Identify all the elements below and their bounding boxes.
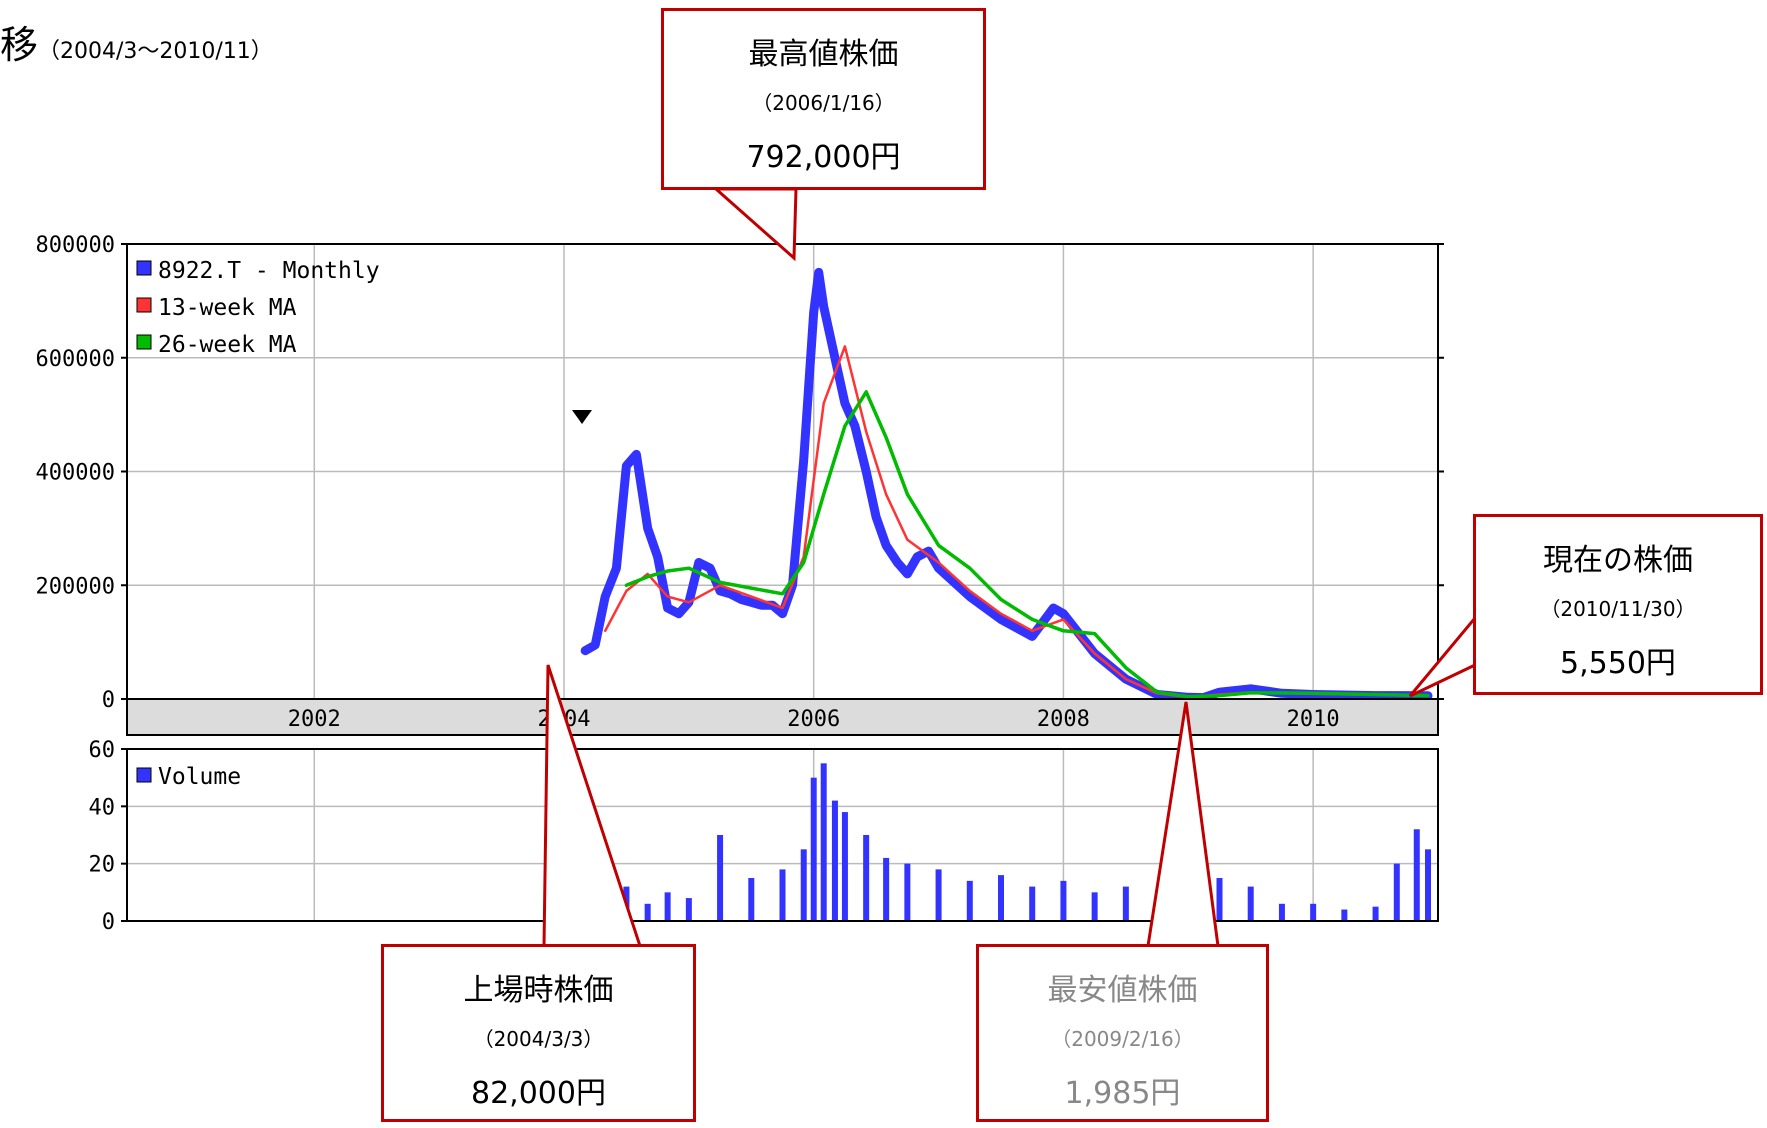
callout-price: 1,985円: [1064, 1076, 1181, 1111]
legend-swatch-volume: [136, 767, 152, 783]
callout-date: （2006/1/16）: [752, 91, 895, 115]
volume-series: [582, 763, 1432, 921]
x-tick-label: 2006: [787, 707, 840, 732]
volume-bar: [1372, 906, 1379, 921]
volume-y-tick-label: 20: [89, 853, 116, 878]
callout-price: 5,550円: [1560, 646, 1676, 681]
volume-bar: [644, 903, 651, 921]
x-axis-band: [126, 698, 1439, 736]
x-tick-label: 2010: [1287, 707, 1340, 732]
callout-current-price: 現在の株価 （2010/11/30） 5,550円: [1473, 514, 1763, 695]
volume-bar: [1091, 892, 1098, 921]
volume-bar: [883, 857, 890, 921]
volume-bar: [1413, 829, 1420, 921]
volume-bar: [1310, 903, 1317, 921]
volume-bar: [831, 800, 838, 921]
volume-y-tick-label: 60: [89, 738, 116, 763]
price-y-tick-label: 400000: [36, 461, 115, 486]
price-y-tick-label: 800000: [36, 233, 115, 258]
header-title-fragment: 移: [0, 23, 39, 67]
volume-bar: [779, 869, 786, 921]
callout-pointers: [542, 187, 1477, 948]
price-y-tick-label: 200000: [36, 574, 115, 599]
volume-bar: [748, 878, 755, 921]
volume-bar: [685, 898, 692, 921]
legend-swatch: [136, 297, 152, 313]
volume-bar: [810, 777, 817, 921]
callout-price: 82,000円: [471, 1076, 606, 1111]
callout-title: 最安値株価: [1047, 973, 1198, 1008]
volume-bar: [717, 835, 724, 921]
volume-bar: [1341, 909, 1348, 921]
callout-date: （2010/11/30）: [1540, 597, 1696, 621]
legend-label: 26-week MA: [158, 332, 297, 358]
callout-title: 現在の株価: [1543, 543, 1693, 578]
volume-bar: [800, 849, 807, 921]
volume-bar: [966, 880, 973, 921]
callout-date: （2004/3/3）: [473, 1027, 604, 1051]
callout-ipo-price: 上場時株価 （2004/3/3） 82,000円: [381, 944, 696, 1122]
callout-title: 上場時株価: [463, 973, 614, 1008]
volume-bar: [935, 869, 942, 921]
volume-plot-frame: [126, 748, 1439, 922]
volume-bar: [1060, 880, 1067, 921]
header-period: （2004/3～2010/11）: [38, 39, 273, 64]
volume-bar: [1122, 886, 1129, 921]
callout-title: 最高値株価: [748, 37, 899, 72]
price-grid: [127, 243, 1438, 700]
volume-bar: [841, 812, 848, 921]
volume-bar: [1393, 863, 1400, 921]
callout-lowest-price: 最安値株価 （2009/2/16） 1,985円: [976, 944, 1269, 1122]
price-y-tick-label: 0: [102, 688, 115, 713]
x-tick-label: 2008: [1037, 707, 1090, 732]
legend-swatch: [136, 260, 152, 276]
legend-label: 8922.T - Monthly: [158, 258, 380, 284]
pointer-low: [1146, 701, 1220, 948]
volume-y-tick-label: 40: [89, 795, 116, 820]
volume-bar: [863, 835, 870, 921]
volume-bar: [1216, 878, 1223, 921]
volume-bar: [1425, 849, 1432, 921]
ma26-line: [624, 390, 1430, 699]
volume-bar: [1278, 903, 1285, 921]
callout-price: 792,000円: [746, 140, 901, 175]
legend-label: 13-week MA: [158, 295, 297, 321]
callout-highest-price: 最高値株価 （2006/1/16） 792,000円: [661, 8, 986, 190]
legend-swatch: [136, 334, 152, 350]
legend-label-volume: Volume: [158, 764, 241, 790]
chart-header: 移（2004/3～2010/11）: [0, 14, 273, 69]
price-y-tick-label: 600000: [36, 347, 115, 372]
volume-bar: [1029, 886, 1036, 921]
callout-date: （2009/2/16）: [1051, 1027, 1194, 1051]
legend: 8922.T - Monthly 13-week MA 26-week MA Volu…: [136, 258, 380, 790]
price-series: [572, 267, 1433, 703]
volume-y-tick-label: 0: [102, 910, 115, 935]
price-axes: 0200000400000600000800000200220042006200…: [36, 233, 1444, 736]
volume-bar: [664, 892, 671, 921]
volume-bar: [998, 875, 1004, 921]
x-tick-label: 2002: [288, 707, 341, 732]
volume-bar: [1247, 886, 1254, 921]
volume-bar: [820, 763, 827, 921]
marker-triangle: [572, 410, 592, 424]
volume-bar: [904, 863, 911, 921]
volume-axes: 0 20 40 60: [89, 738, 1439, 935]
